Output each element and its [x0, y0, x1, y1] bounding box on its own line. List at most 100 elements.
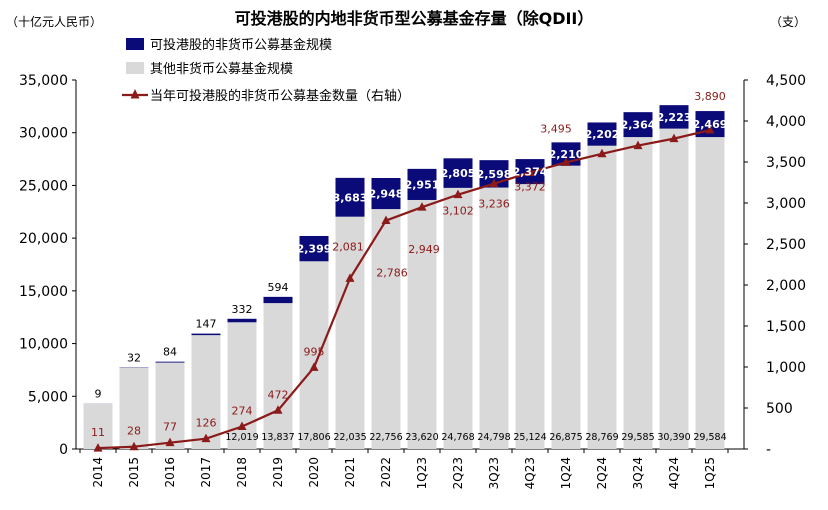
x-axis-tick-label: 2018 [235, 457, 249, 488]
hk-fund-value-label: 2,399 [297, 243, 332, 256]
other-fund-value-label: 26,875 [549, 432, 582, 443]
right-axis-tick-label: 4,500 [766, 73, 806, 89]
other-fund-value-label: 12,019 [225, 432, 258, 443]
hk-fund-value-label: 2,469 [693, 118, 728, 131]
count-value-label: 28 [127, 425, 141, 438]
right-unit-label: （支） [770, 15, 806, 29]
bar-hk-fund [228, 319, 257, 323]
hk-fund-value-label: 2,202 [585, 128, 620, 141]
bar-other-fund [624, 137, 653, 449]
left-axis-tick-label: 30,000 [19, 126, 68, 142]
other-fund-value-label: 13,837 [261, 432, 294, 443]
x-axis-tick-label: 2Q23 [451, 457, 465, 489]
hk-fund-value-label: 3,683 [333, 191, 368, 204]
legend: 可投港股的非货币公募基金规模其他非货币公募基金规模当年可投港股的非货币公募基金数… [122, 37, 410, 104]
right-axis-tick-label: 2,000 [766, 278, 806, 294]
other-fund-value-label: 28,769 [585, 432, 618, 443]
x-axis-tick-label: 2Q24 [595, 457, 609, 489]
hk-fund-value-label: 332 [232, 303, 253, 316]
right-axis-tick-label: 1,000 [766, 360, 806, 376]
count-value-label: 126 [196, 417, 217, 430]
legend-marker [131, 89, 140, 99]
hk-fund-value-label: 32 [127, 351, 141, 364]
hk-fund-value-label: 2,223 [657, 111, 692, 124]
hk-fund-value-label: 2,951 [405, 178, 440, 191]
legend-label: 其他非货币公募基金规模 [150, 61, 293, 77]
hk-fund-value-label: 2,210 [549, 148, 584, 161]
count-value-label: 2,081 [332, 240, 364, 253]
x-axis-tick-label: 2015 [127, 457, 141, 488]
bar-other-fund [192, 335, 221, 449]
other-fund-value-label: 24,768 [441, 432, 474, 443]
x-axis-tick-label: 2014 [91, 457, 105, 488]
right-axis-tick-label: 3,500 [766, 155, 806, 171]
hk-fund-value-label: 594 [268, 281, 289, 294]
left-axis-tick-label: 35,000 [19, 73, 68, 89]
count-value-label: 11 [91, 426, 105, 439]
count-value-label: 3,102 [442, 205, 474, 218]
hk-fund-value-label: 2,805 [441, 167, 476, 180]
x-axis-tick-label: 1Q24 [559, 457, 573, 489]
right-axis-tick-label: 500 [766, 401, 793, 417]
hk-fund-value-label: 147 [196, 318, 217, 331]
bar-hk-fund [156, 362, 185, 363]
bar-other-fund [588, 146, 617, 449]
x-axis-tick-label: 4Q23 [523, 457, 537, 489]
x-axis-tick-label: 3Q23 [487, 457, 501, 489]
hk-fund-value-label: 2,374 [513, 166, 548, 179]
count-value-label: 77 [163, 421, 177, 434]
left-axis-tick-label: 0 [59, 442, 68, 458]
legend-label: 可投港股的非货币公募基金规模 [150, 37, 332, 53]
bar-hk-fund [264, 297, 293, 303]
right-axis-tick-label: 4,000 [766, 114, 806, 130]
other-fund-value-label: 25,124 [513, 432, 546, 443]
hk-fund-value-label: 2,364 [621, 119, 656, 132]
hk-fund-value-label: 84 [163, 346, 177, 359]
count-value-label: 472 [268, 388, 289, 401]
legend-label: 当年可投港股的非货币公募基金数量（右轴） [150, 88, 410, 104]
x-axis-tick-label: 2017 [199, 457, 213, 488]
bar-other-fund [444, 188, 473, 449]
line-layer [94, 125, 715, 452]
count-value-label: 3,495 [540, 122, 572, 135]
right-axis-tick-label: 1,500 [766, 319, 806, 335]
x-axis-tick-label: 2022 [379, 457, 393, 488]
right-axis-tick-label: 2,500 [766, 237, 806, 253]
legend-swatch [126, 62, 144, 74]
bar-other-fund [408, 200, 437, 449]
x-axis-tick-label: 2021 [343, 457, 357, 488]
count-value-label: 995 [304, 345, 325, 358]
other-fund-value-label: 23,620 [405, 432, 438, 443]
other-fund-value-label: 29,584 [693, 432, 726, 443]
x-axis-tick-label: 1Q23 [415, 457, 429, 489]
count-value-label: 3,890 [694, 90, 726, 103]
x-axis-tick-label: 2019 [271, 457, 285, 488]
other-fund-value-label: 17,806 [297, 432, 330, 443]
chart-title: 可投港股的内地非货币型公募基金存量（除QDII） [235, 9, 594, 28]
x-axis-tick-label: 2016 [163, 457, 177, 488]
count-value-label: 2,949 [408, 243, 440, 256]
bar-other-fund [696, 137, 725, 449]
bar-other-fund [480, 188, 509, 449]
right-axis-tick-label: 3,000 [766, 196, 806, 212]
count-value-label: 274 [232, 405, 253, 418]
bar-other-fund [156, 363, 185, 449]
left-axis-tick-label: 25,000 [19, 178, 68, 194]
right-axis-tick-label: - [766, 442, 771, 458]
bar-other-fund [552, 166, 581, 449]
other-fund-value-label: 22,035 [333, 432, 366, 443]
other-fund-value-label: 22,756 [369, 432, 402, 443]
left-axis-tick-label: 10,000 [19, 337, 68, 353]
x-axis-tick-label: 4Q24 [667, 457, 681, 489]
left-axis-tick-label: 20,000 [19, 231, 68, 247]
other-fund-value-label: 29,585 [621, 432, 654, 443]
left-axis-tick-label: 5,000 [28, 389, 68, 405]
bar-other-fund [516, 184, 545, 449]
hk-fund-value-label: 9 [95, 388, 102, 401]
count-value-label: 2,786 [376, 267, 408, 280]
bar-hk-fund [192, 334, 221, 336]
bar-other-fund [264, 303, 293, 449]
x-axis-tick-label: 3Q24 [631, 457, 645, 489]
